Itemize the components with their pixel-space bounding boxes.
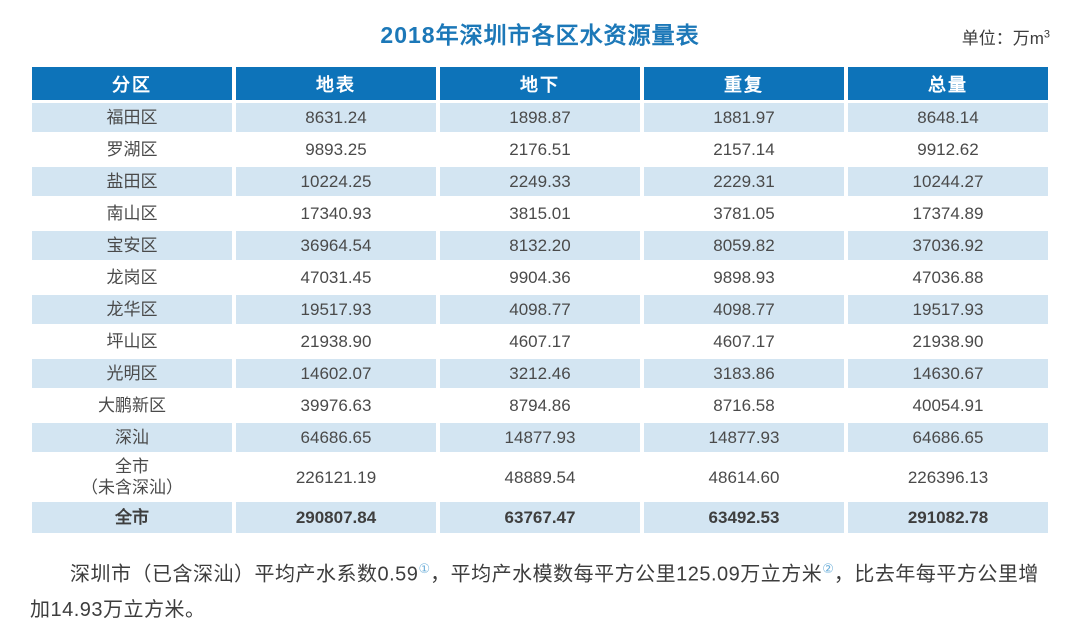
column-header: 分区 — [32, 67, 232, 100]
footnote-text-2: ，平均产水模数每平方公里125.09万立方米 — [430, 563, 823, 586]
value-cell: 14602.07 — [236, 359, 436, 388]
value-cell: 2157.14 — [644, 135, 844, 164]
page-title: 2018年深圳市各区水资源量表 — [380, 22, 700, 48]
table-row: 南山区 17340.93 3815.01 3781.05 17374.89 — [32, 199, 1048, 228]
value-cell: 4607.17 — [644, 327, 844, 356]
table-row: 盐田区 10224.25 2249.33 2229.31 10244.27 — [32, 167, 1048, 196]
value-cell: 4098.77 — [440, 295, 640, 324]
value-cell: 8716.58 — [644, 391, 844, 420]
table-body: 福田区 8631.24 1898.87 1881.97 8648.14 罗湖区 9893.2… — [32, 103, 1048, 533]
table-row: 宝安区 36964.54 8132.20 8059.82 37036.92 — [32, 231, 1048, 260]
value-cell: 2176.51 — [440, 135, 640, 164]
value-cell: 3815.01 — [440, 199, 640, 228]
value-cell: 9898.93 — [644, 263, 844, 292]
value-cell: 48614.60 — [644, 455, 844, 499]
table-row: 坪山区 21938.90 4607.17 4607.17 21938.90 — [32, 327, 1048, 356]
district-cell: 坪山区 — [32, 327, 232, 356]
value-cell: 63492.53 — [644, 502, 844, 533]
value-cell: 36964.54 — [236, 231, 436, 260]
footnote-text-3: ，比去年每平方公里增加14.93万立方米。 — [30, 563, 1039, 621]
table-row: 龙华区 19517.93 4098.77 4098.77 19517.93 — [32, 295, 1048, 324]
value-cell: 1898.87 — [440, 103, 640, 132]
value-cell: 8631.24 — [236, 103, 436, 132]
value-cell: 48889.54 — [440, 455, 640, 499]
value-cell: 9912.62 — [848, 135, 1048, 164]
footnote-text-1: 深圳市（已含深汕）平均产水系数0.59 — [70, 563, 419, 586]
value-cell: 226396.13 — [848, 455, 1048, 499]
district-cell: 龙岗区 — [32, 263, 232, 292]
value-cell: 4607.17 — [440, 327, 640, 356]
value-cell: 8132.20 — [440, 231, 640, 260]
district-cell: 大鹏新区 — [32, 391, 232, 420]
table-row: 全市 290807.84 63767.47 63492.53 291082.78 — [32, 502, 1048, 533]
district-cell: 光明区 — [32, 359, 232, 388]
value-cell: 290807.84 — [236, 502, 436, 533]
column-header: 地表 — [236, 67, 436, 100]
value-cell: 9893.25 — [236, 135, 436, 164]
table-row: 深汕 64686.65 14877.93 14877.93 64686.65 — [32, 423, 1048, 452]
footnote: 深圳市（已含深汕）平均产水系数0.59①，平均产水模数每平方公里125.09万立… — [30, 551, 1050, 628]
table-row: 龙岗区 47031.45 9904.36 9898.93 47036.88 — [32, 263, 1048, 292]
column-header: 地下 — [440, 67, 640, 100]
value-cell: 14877.93 — [440, 423, 640, 452]
footnote-ref-1: ① — [418, 561, 431, 576]
column-header: 总量 — [848, 67, 1048, 100]
district-cell: 全市 （未含深汕） — [32, 455, 232, 499]
district-cell: 罗湖区 — [32, 135, 232, 164]
value-cell: 9904.36 — [440, 263, 640, 292]
district-cell: 龙华区 — [32, 295, 232, 324]
footnote-ref-2: ② — [822, 561, 834, 576]
value-cell: 14630.67 — [848, 359, 1048, 388]
value-cell: 21938.90 — [848, 327, 1048, 356]
unit-superscript: 3 — [1043, 28, 1050, 41]
value-cell: 17340.93 — [236, 199, 436, 228]
value-cell: 3183.86 — [644, 359, 844, 388]
unit-text: 单位：万m — [961, 29, 1044, 48]
value-cell: 37036.92 — [848, 231, 1048, 260]
value-cell: 226121.19 — [236, 455, 436, 499]
value-cell: 19517.93 — [236, 295, 436, 324]
value-cell: 17374.89 — [848, 199, 1048, 228]
table-row: 罗湖区 9893.25 2176.51 2157.14 9912.62 — [32, 135, 1048, 164]
value-cell: 1881.97 — [644, 103, 844, 132]
unit-label: 单位：万m3 — [962, 24, 1050, 49]
district-cell: 盐田区 — [32, 167, 232, 196]
value-cell: 19517.93 — [848, 295, 1048, 324]
value-cell: 10224.25 — [236, 167, 436, 196]
value-cell: 2229.31 — [644, 167, 844, 196]
table-row: 全市 （未含深汕） 226121.19 48889.54 48614.60 226396… — [32, 455, 1048, 499]
value-cell: 14877.93 — [644, 423, 844, 452]
table-row: 福田区 8631.24 1898.87 1881.97 8648.14 — [32, 103, 1048, 132]
district-cell: 宝安区 — [32, 231, 232, 260]
district-cell: 福田区 — [32, 103, 232, 132]
value-cell: 3781.05 — [644, 199, 844, 228]
value-cell: 47031.45 — [236, 263, 436, 292]
water-resources-table: 分区 地表 地下 重复 总量 福田区 8631.24 1898.87 1881.97 8648.… — [28, 64, 1052, 536]
page-header: 2018年深圳市各区水资源量表 单位：万m3 — [0, 0, 1080, 58]
value-cell: 39976.63 — [236, 391, 436, 420]
table-row: 大鹏新区 39976.63 8794.86 8716.58 40054.91 — [32, 391, 1048, 420]
value-cell: 4098.77 — [644, 295, 844, 324]
value-cell: 47036.88 — [848, 263, 1048, 292]
value-cell: 8648.14 — [848, 103, 1048, 132]
table-head: 分区 地表 地下 重复 总量 — [32, 67, 1048, 100]
value-cell: 10244.27 — [848, 167, 1048, 196]
district-cell: 全市 — [32, 502, 232, 533]
value-cell: 8794.86 — [440, 391, 640, 420]
value-cell: 64686.65 — [848, 423, 1048, 452]
district-cell: 深汕 — [32, 423, 232, 452]
table-row: 光明区 14602.07 3212.46 3183.86 14630.67 — [32, 359, 1048, 388]
table-header-row: 分区 地表 地下 重复 总量 — [32, 67, 1048, 100]
value-cell: 291082.78 — [848, 502, 1048, 533]
column-header: 重复 — [644, 67, 844, 100]
value-cell: 40054.91 — [848, 391, 1048, 420]
value-cell: 2249.33 — [440, 167, 640, 196]
value-cell: 64686.65 — [236, 423, 436, 452]
district-cell: 南山区 — [32, 199, 232, 228]
value-cell: 63767.47 — [440, 502, 640, 533]
value-cell: 3212.46 — [440, 359, 640, 388]
value-cell: 21938.90 — [236, 327, 436, 356]
value-cell: 8059.82 — [644, 231, 844, 260]
